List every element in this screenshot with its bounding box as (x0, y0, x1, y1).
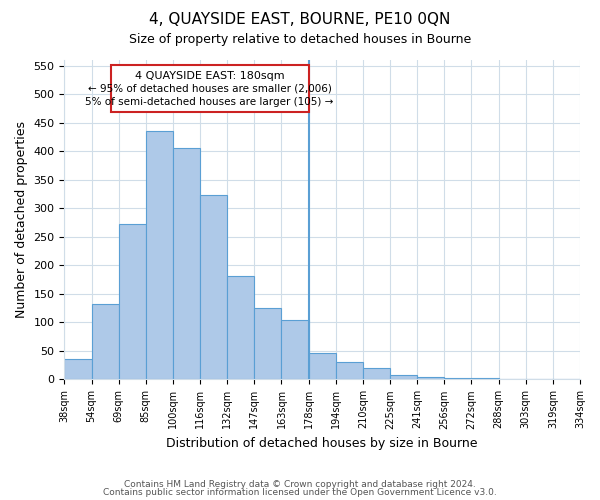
Y-axis label: Number of detached properties: Number of detached properties (15, 121, 28, 318)
Bar (64, 360, 92, 380)
Bar (146, 132, 173, 380)
Bar (173, 148, 200, 380)
Bar (472, 378, 499, 380)
Bar (308, 353, 336, 380)
Bar (200, 195, 227, 380)
Bar (336, 362, 363, 380)
Text: 4 QUAYSIDE EAST: 180sqm: 4 QUAYSIDE EAST: 180sqm (135, 72, 284, 82)
Bar (281, 320, 308, 380)
Text: Size of property relative to detached houses in Bourne: Size of property relative to detached ho… (129, 32, 471, 46)
Bar (227, 276, 254, 380)
Bar (499, 379, 526, 380)
Bar (390, 375, 417, 380)
X-axis label: Distribution of detached houses by size in Bourne: Distribution of detached houses by size … (166, 437, 478, 450)
Bar (526, 379, 553, 380)
Text: 4, QUAYSIDE EAST, BOURNE, PE10 0QN: 4, QUAYSIDE EAST, BOURNE, PE10 0QN (149, 12, 451, 28)
Bar (553, 379, 580, 380)
Text: ← 95% of detached houses are smaller (2,006): ← 95% of detached houses are smaller (2,… (88, 84, 332, 94)
Bar (92, 304, 119, 380)
FancyBboxPatch shape (110, 64, 308, 112)
Text: Contains public sector information licensed under the Open Government Licence v3: Contains public sector information licen… (103, 488, 497, 497)
Text: Contains HM Land Registry data © Crown copyright and database right 2024.: Contains HM Land Registry data © Crown c… (124, 480, 476, 489)
Bar (119, 224, 146, 380)
Text: 5% of semi-detached houses are larger (105) →: 5% of semi-detached houses are larger (1… (85, 96, 334, 106)
Bar (254, 308, 281, 380)
Bar (363, 368, 390, 380)
Bar (445, 378, 472, 380)
Bar (417, 376, 445, 380)
